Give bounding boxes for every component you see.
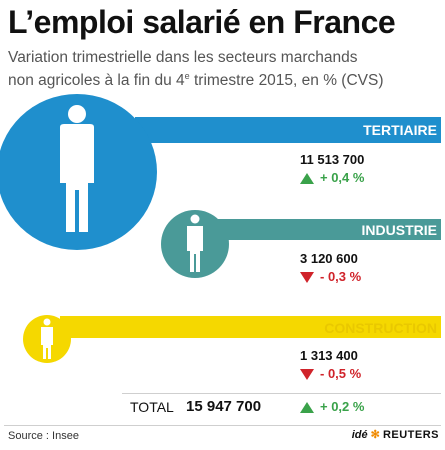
total-label: TOTAL [130,399,174,415]
footer-separator-line [4,425,441,426]
construction-change: - 0,5 % [300,366,361,381]
total-separator-line [122,393,441,394]
reuters-dot-icon: ✻ [370,429,380,441]
triangle-down-icon [300,369,314,381]
triangle-up-icon [300,402,314,414]
subtitle: Variation trimestrielle dans les secteur… [8,48,438,90]
tertiaire-employees: 11 513 700 [300,152,365,167]
industrie-person-icon [187,214,203,272]
subtitle-line2-pre: non agricoles à la fin du 4 [8,72,185,90]
construction-change-label: - 0,5 % [320,366,362,381]
total-employees: 15 947 700 [186,398,262,415]
subtitle-line1: Variation trimestrielle dans les secteur… [8,49,358,66]
page-title: L’emploi salarié en France [8,4,396,40]
total-change: + 0,2 % [300,399,364,414]
industrie-employees: 3 120 600 [300,251,358,266]
triangle-down-icon [300,272,314,284]
tertiaire-change-label: + 0,4 % [320,170,365,185]
logo-ide: idé [351,429,368,441]
triangle-up-icon [300,173,314,185]
tertiaire-change: + 0,4 % [300,170,364,185]
tertiaire-band [135,117,441,143]
tertiaire-person-icon [60,105,94,232]
subtitle-line2-sup: e [184,71,190,81]
subtitle-line2-post: trimestre 2015, en % (CVS) [189,72,384,90]
industrie-change: - 0,3 % [300,269,361,284]
industrie-label: INDUSTRIE [361,222,437,238]
construction-employees: 1 313 400 [300,348,358,363]
industrie-band [200,219,441,240]
reuters-logo: idé ✻ REUTERS [352,428,439,441]
source-note: Source : Insee [8,430,79,442]
industrie-change-label: - 0,3 % [320,269,362,284]
construction-label: CONSTRUCTION [324,320,437,336]
construction-band [60,316,441,338]
total-change-label: + 0,2 % [320,399,365,414]
construction-person-icon [41,318,53,359]
tertiaire-label: TERTIAIRE [363,122,437,138]
logo-reuters: REUTERS [382,429,439,441]
